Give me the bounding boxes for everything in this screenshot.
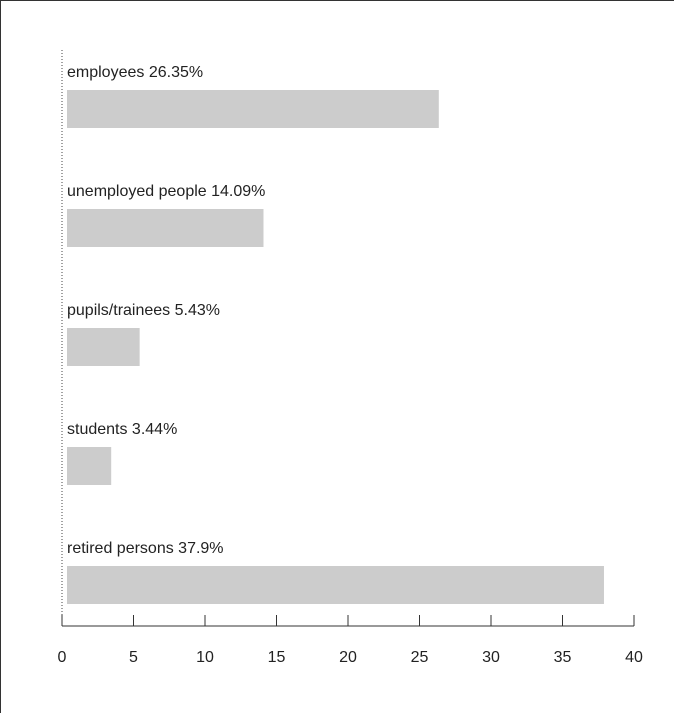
x-axis-tick-labels: 0 5 10 15 20 25 30 35 40: [58, 649, 643, 666]
bar-label: unemployed people 14.09%: [67, 183, 265, 200]
x-tick-label: 15: [268, 649, 286, 666]
x-axis-ticks: [61, 615, 635, 626]
bars-group: [67, 90, 604, 604]
x-tick-label: 25: [411, 649, 429, 666]
x-tick-label: 0: [58, 649, 67, 666]
x-tick-label: 5: [129, 649, 138, 666]
bar-label: employees 26.35%: [67, 64, 203, 81]
x-tick-label: 40: [625, 649, 643, 666]
x-tick-label: 20: [339, 649, 357, 666]
bar-label: retired persons 37.9%: [67, 540, 224, 557]
bar: [67, 447, 112, 485]
x-tick-label: 35: [554, 649, 572, 666]
bar-label: pupils/trainees 5.43%: [67, 302, 220, 319]
bar-labels-group: employees 26.35% unemployed people 14.09%…: [67, 64, 265, 557]
bar: [67, 566, 604, 604]
bar: [67, 90, 439, 128]
x-tick-label: 30: [482, 649, 500, 666]
bar: [67, 209, 264, 247]
bar-label: students 3.44%: [67, 421, 177, 438]
x-tick-label: 10: [196, 649, 214, 666]
bar: [67, 328, 140, 366]
